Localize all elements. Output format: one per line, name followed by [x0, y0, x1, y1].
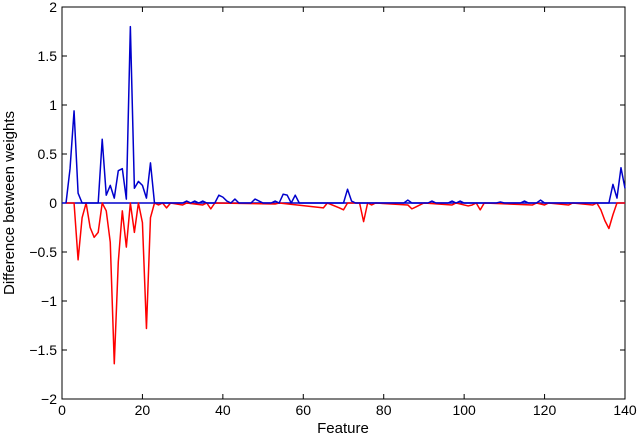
y-tick-label: 1 [49, 97, 57, 113]
y-tick-label: −2 [41, 391, 57, 407]
y-tick-label: −1 [41, 293, 57, 309]
x-tick-label: 80 [376, 402, 392, 418]
x-axis-label: Feature [317, 420, 369, 437]
y-tick-label: −0.5 [29, 244, 57, 260]
x-tick-label: 0 [58, 402, 66, 418]
tick-labels: 0 20 40 60 80 100 120 140 −2 −1.5 −1 −0.5 0 0.5 1 1.5 2 [29, 0, 637, 418]
y-tick-label: 0 [49, 195, 57, 211]
x-tick-label: 140 [613, 402, 637, 418]
y-axis-label: Difference between weights [1, 111, 18, 295]
x-tick-label: 20 [135, 402, 151, 418]
y-tick-label: 2 [49, 0, 57, 15]
x-tick-label: 60 [295, 402, 311, 418]
series-line-1 [66, 202, 625, 365]
series-group [65, 25, 626, 365]
y-tick-label: −1.5 [29, 342, 57, 358]
y-tick-label: 0.5 [38, 146, 58, 162]
axis-ticks [61, 6, 626, 400]
y-tick-label: 1.5 [38, 48, 58, 64]
x-tick-label: 120 [533, 402, 557, 418]
x-tick-label: 100 [452, 402, 476, 418]
x-tick-label: 40 [215, 402, 231, 418]
series-line-2 [65, 25, 626, 204]
